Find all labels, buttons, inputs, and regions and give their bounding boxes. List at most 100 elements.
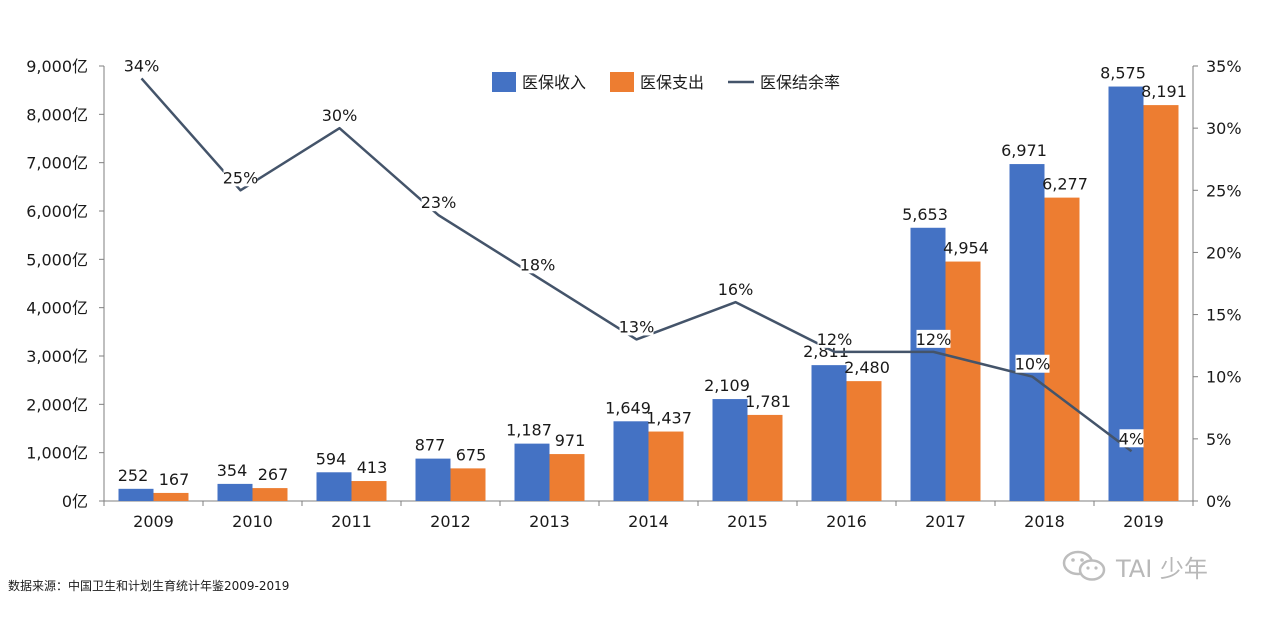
line-label-bg: [124, 56, 159, 75]
bar-expense: [153, 492, 189, 501]
legend-label-expense: 医保支出: [640, 73, 704, 92]
bar-income: [613, 421, 649, 501]
bar-data-label: 1,649: [605, 398, 651, 417]
line-label-bg: [1015, 354, 1050, 373]
line-data-label: 34%: [124, 56, 160, 75]
y-right-tick-label: 30%: [1206, 119, 1242, 138]
line-data-label: 13%: [619, 317, 655, 336]
y-right-tick-label: 15%: [1206, 306, 1242, 325]
y-right-tick-label: 20%: [1206, 243, 1242, 262]
bar-expense: [648, 431, 684, 501]
line-data-label: 30%: [322, 106, 358, 125]
y-left-tick-label: 8,000亿: [26, 105, 88, 124]
line-label-bg: [718, 280, 753, 299]
watermark: TAI 少年: [1062, 548, 1208, 584]
y-right-tick-label: 35%: [1206, 57, 1242, 76]
line-data-label: 18%: [520, 255, 556, 274]
x-tick-label: 2019: [1123, 512, 1164, 531]
y-left-tick-label: 3,000亿: [26, 347, 88, 366]
x-tick-label: 2014: [628, 512, 669, 531]
legend-label-rate: 医保结余率: [760, 73, 840, 92]
bar-income: [514, 443, 550, 501]
line-data-label: 25%: [223, 168, 259, 187]
x-tick-label: 2012: [430, 512, 471, 531]
x-tick-label: 2016: [826, 512, 867, 531]
line-data-label: 12%: [817, 330, 853, 349]
bar-income: [118, 488, 154, 501]
x-tick-label: 2015: [727, 512, 768, 531]
watermark-text: TAI 少年: [1116, 554, 1208, 583]
y-left-tick-label: 1,000亿: [26, 444, 88, 463]
line-label-bg: [520, 255, 555, 274]
x-tick-label: 2011: [331, 512, 372, 531]
bar-data-label: 267: [258, 465, 289, 484]
y-left-tick-label: 4,000亿: [26, 299, 88, 318]
bar-data-label: 675: [456, 445, 487, 464]
line-label-bg: [1119, 429, 1144, 448]
bar-data-label: 5,653: [902, 205, 948, 224]
bar-data-label: 4,954: [943, 239, 989, 258]
bar-expense: [252, 488, 288, 501]
line-label-bg: [619, 317, 654, 336]
bar-income: [712, 399, 748, 501]
line-data-label: 23%: [421, 193, 457, 212]
line-data-label: 10%: [1015, 355, 1051, 374]
bar-data-label: 1,437: [646, 409, 692, 428]
legend-swatch-income: [492, 72, 516, 92]
bar-data-label: 877: [415, 436, 446, 455]
y-left-tick-label: 2,000亿: [26, 395, 88, 414]
bar-expense: [1143, 105, 1179, 501]
wechat-icon: [1062, 550, 1106, 581]
line-label-bg: [223, 168, 258, 187]
legend-swatch-expense: [610, 72, 634, 92]
line-data-label: 4%: [1119, 429, 1144, 448]
bar-expense: [1044, 197, 1080, 501]
line-label-bg: [421, 193, 456, 212]
bar-expense: [846, 381, 882, 501]
bar-income: [910, 227, 946, 501]
bar-data-label: 167: [159, 470, 190, 489]
line-label-bg: [322, 106, 357, 125]
bar-data-label: 252: [118, 466, 149, 485]
y-right-tick-label: 0%: [1206, 492, 1231, 511]
bar-expense: [747, 414, 783, 501]
y-left-tick-label: 5,000亿: [26, 250, 88, 269]
source-note: 数据来源：中国卫生和计划生育统计年鉴2009-2019: [8, 579, 290, 593]
bar-data-label: 6,277: [1042, 175, 1088, 194]
bar-data-label: 8,191: [1141, 82, 1187, 101]
bar-income: [415, 458, 451, 501]
line-data-label: 12%: [916, 330, 952, 349]
line-data-label: 16%: [718, 280, 754, 299]
legend-label-income: 医保收入: [522, 73, 586, 92]
bar-data-label: 2,480: [844, 358, 890, 377]
bar-income: [217, 483, 253, 501]
bar-income: [1009, 164, 1045, 501]
x-tick-label: 2009: [133, 512, 174, 531]
y-right-tick-label: 25%: [1206, 181, 1242, 200]
bar-data-label: 1,187: [506, 421, 552, 440]
bar-expense: [450, 468, 486, 501]
bar-expense: [549, 454, 585, 501]
bar-data-label: 8,575: [1100, 64, 1146, 83]
line-label-bg: [916, 329, 951, 348]
x-tick-label: 2013: [529, 512, 570, 531]
y-left-tick-label: 6,000亿: [26, 202, 88, 221]
bar-data-label: 594: [316, 449, 347, 468]
line-savings-rate: [140, 77, 1133, 453]
line-label-bg: [817, 329, 852, 348]
bar-data-label: 2,109: [704, 376, 750, 395]
bar-data-label: 6,971: [1001, 141, 1047, 160]
bar-expense: [351, 481, 387, 501]
y-left-tick-label: 9,000亿: [26, 57, 88, 76]
bar-data-label: 1,781: [745, 392, 791, 411]
y-right-tick-label: 5%: [1206, 430, 1231, 449]
bar-data-label: 413: [357, 458, 388, 477]
x-tick-label: 2018: [1024, 512, 1065, 531]
bar-data-label: 971: [555, 431, 586, 450]
x-tick-label: 2017: [925, 512, 966, 531]
x-tick-label: 2010: [232, 512, 273, 531]
bar-expense: [945, 261, 981, 501]
y-right-tick-label: 10%: [1206, 368, 1242, 387]
y-left-tick-label: 0亿: [62, 492, 88, 511]
